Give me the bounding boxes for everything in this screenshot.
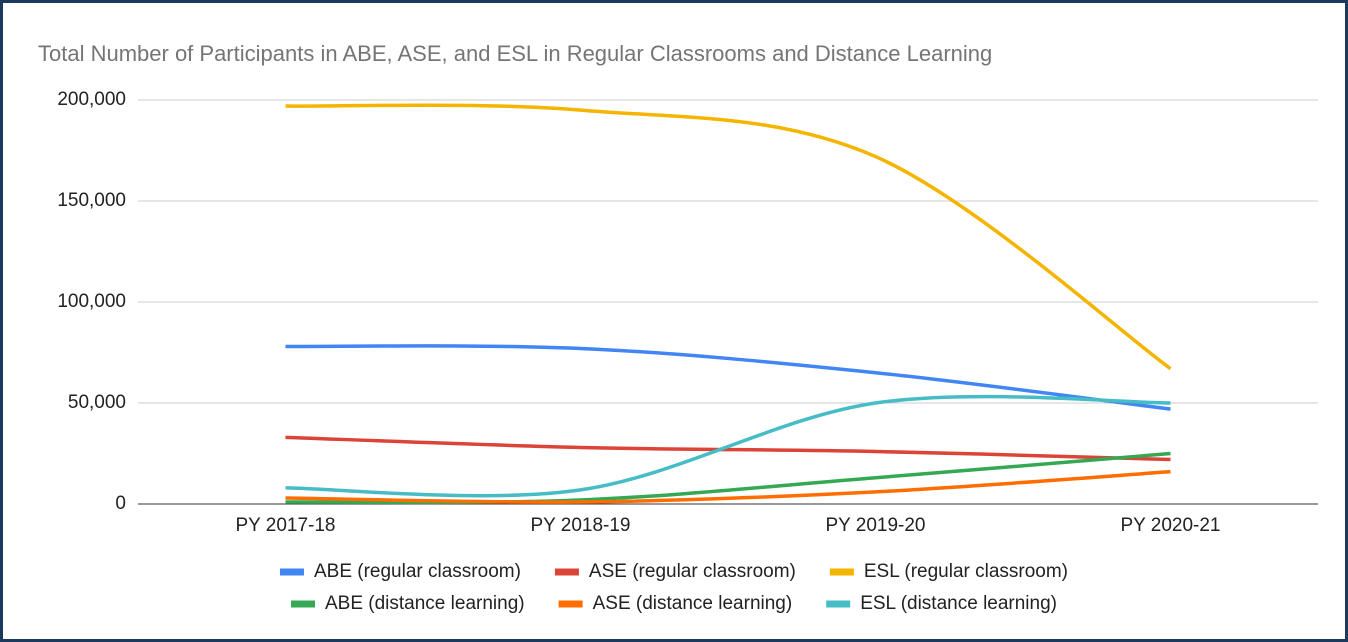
x-tick-label: PY 2017-18 — [235, 515, 335, 536]
series-line — [285, 435, 1171, 462]
legend-label: ESL (regular classroom) — [864, 561, 1068, 582]
y-tick-label: 50,000 — [68, 392, 126, 413]
legend-swatch — [826, 600, 851, 608]
y-tick-label: 0 — [115, 493, 126, 514]
series-line — [285, 344, 1171, 411]
y-tick-label: 100,000 — [57, 291, 126, 312]
chart-title: Total Number of Participants in ABE, ASE… — [38, 41, 992, 66]
legend-label: ABE (regular classroom) — [314, 561, 521, 582]
legend-swatch — [829, 568, 854, 576]
x-tick-label: PY 2020-21 — [1120, 515, 1220, 536]
x-tick-label: PY 2018-19 — [530, 515, 630, 536]
legend-label: ASE (distance learning) — [593, 593, 793, 614]
y-tick-label: 200,000 — [57, 89, 126, 110]
legend-swatch — [290, 600, 315, 608]
legend-label: ESL (distance learning) — [860, 593, 1057, 614]
series-line — [285, 469, 1171, 504]
legend-swatch — [279, 568, 304, 576]
x-tick-label: PY 2019-20 — [825, 515, 925, 536]
series-line — [285, 451, 1171, 505]
series-line — [285, 394, 1171, 498]
legend-swatch — [558, 600, 583, 608]
y-tick-label: 150,000 — [57, 190, 126, 211]
legend-label: ABE (distance learning) — [325, 593, 525, 614]
legend-swatch — [554, 568, 579, 576]
series-line — [285, 103, 1172, 371]
legend-label: ASE (regular classroom) — [589, 561, 796, 582]
